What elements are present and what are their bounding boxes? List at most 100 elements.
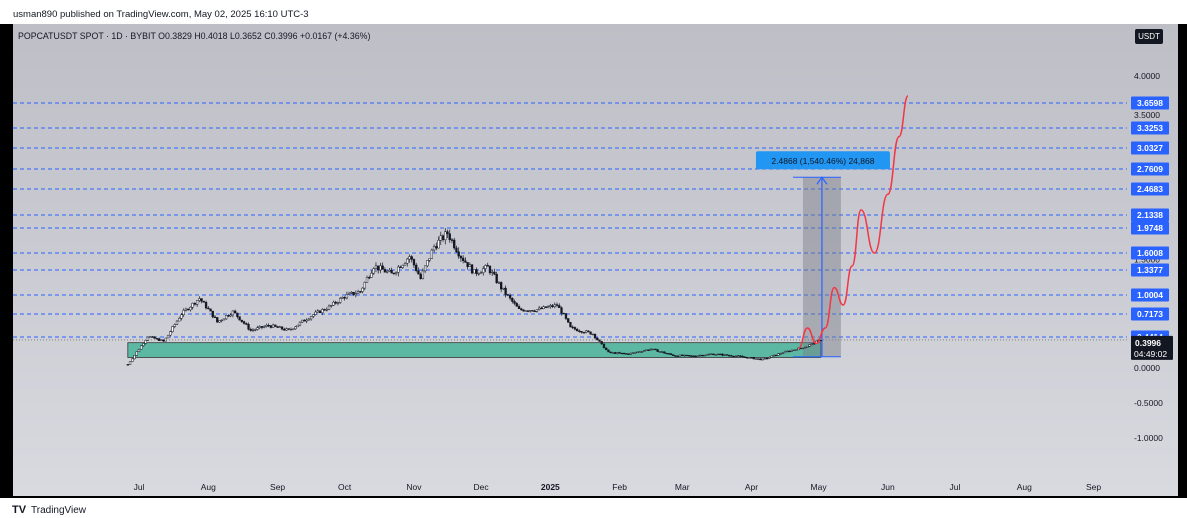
candle-body xyxy=(453,239,456,249)
candle-body xyxy=(142,343,145,346)
candle-body xyxy=(180,314,183,319)
candle-body xyxy=(473,269,476,274)
level-price-label: 3.3253 xyxy=(1137,123,1163,133)
candle-body xyxy=(128,361,132,365)
candle-body xyxy=(658,351,662,353)
candle-body xyxy=(656,349,659,352)
candle-body xyxy=(144,340,147,344)
candle-body xyxy=(258,326,261,328)
tradingview-brand[interactable]: TradingView xyxy=(31,505,87,516)
candle-body xyxy=(538,307,541,311)
candle-body xyxy=(660,351,664,353)
candle-body xyxy=(200,298,203,302)
candle-body xyxy=(578,330,581,332)
candle-body xyxy=(564,313,568,319)
candle-body xyxy=(663,351,666,354)
candle-body xyxy=(430,249,433,259)
candle-body xyxy=(761,358,764,361)
candle-body xyxy=(535,309,539,312)
candle-body xyxy=(605,347,608,351)
candle-body xyxy=(627,353,630,355)
candle-body xyxy=(714,354,717,356)
candle-body xyxy=(555,304,559,306)
candle-body xyxy=(131,358,134,362)
candle-body xyxy=(171,326,174,332)
candle-body xyxy=(622,352,626,355)
candle-body xyxy=(759,358,762,361)
candle-body xyxy=(464,260,467,263)
candle-body xyxy=(448,233,451,240)
measure-label: 2.4868 (1,540.46%) 24,868 xyxy=(771,156,874,166)
candle-body xyxy=(676,355,679,357)
level-price-tag xyxy=(1131,96,1169,110)
candle-body xyxy=(247,324,250,330)
candle-body xyxy=(296,324,299,328)
level-price-label: 3.0327 xyxy=(1137,143,1163,153)
candle-body xyxy=(135,351,138,356)
candle-body xyxy=(810,343,814,345)
candle-body xyxy=(596,337,599,341)
countdown-label: 04:49:02 xyxy=(1134,349,1167,359)
candle-body xyxy=(786,350,789,353)
level-price-tag xyxy=(1131,162,1169,176)
candle-body xyxy=(397,266,400,273)
candle-body xyxy=(347,292,351,295)
candle-body xyxy=(385,270,389,273)
candle-body xyxy=(343,297,346,299)
candle-body xyxy=(636,351,639,353)
candle-body xyxy=(562,312,565,315)
candle-body xyxy=(757,358,760,360)
candle-body xyxy=(285,328,288,331)
candle-body xyxy=(795,349,798,351)
candle-body xyxy=(363,282,366,289)
candle-body xyxy=(412,259,416,266)
x-tick-label: 2025 xyxy=(541,482,560,492)
candle-body xyxy=(502,287,505,290)
currency-badge[interactable]: USDT xyxy=(1135,29,1163,44)
candle-body xyxy=(298,321,302,326)
candle-body xyxy=(361,287,364,292)
candle-body xyxy=(218,320,221,323)
candle-body xyxy=(274,324,277,327)
candle-body xyxy=(491,271,494,274)
candle-body xyxy=(198,298,201,301)
candle-body xyxy=(162,339,165,342)
candle-body xyxy=(716,353,720,356)
tradingview-logo-icon[interactable]: TV xyxy=(12,504,27,516)
candle-body xyxy=(687,355,691,357)
y-tick-label: 0.0000 xyxy=(1134,363,1160,373)
candle-body xyxy=(766,357,769,360)
candle-body xyxy=(542,306,545,309)
candle-body xyxy=(703,354,706,357)
candle-body xyxy=(359,291,362,293)
candle-body xyxy=(225,315,228,320)
candle-body xyxy=(394,272,398,274)
candle-body xyxy=(292,328,295,330)
candle-body xyxy=(417,270,420,275)
candle-body xyxy=(309,316,313,320)
candle-body xyxy=(372,268,375,274)
candle-body xyxy=(620,352,624,355)
candle-body xyxy=(341,297,344,299)
level-price-tag xyxy=(1131,182,1169,196)
level-price-label: 2.1338 xyxy=(1137,210,1163,220)
candle-body xyxy=(256,327,259,330)
candle-body xyxy=(551,305,554,307)
level-price-label: 3.6598 xyxy=(1137,98,1163,108)
candle-body xyxy=(602,343,606,349)
price-chart[interactable]: 2.4868 (1,540.46%) 24,868 4.0000 3.5000 1.… xyxy=(13,24,1178,496)
candle-body xyxy=(631,352,635,354)
candle-body xyxy=(437,240,440,249)
chart-panel[interactable]: 2.4868 (1,540.46%) 24,868 4.0000 3.5000 1.… xyxy=(13,24,1178,496)
candle-body xyxy=(287,328,290,330)
level-price-label: 1.3377 xyxy=(1137,265,1163,275)
candle-body xyxy=(408,256,411,260)
candle-body xyxy=(788,350,791,353)
candle-body xyxy=(336,302,340,304)
x-tick-label: Sep xyxy=(270,482,285,492)
candle-body xyxy=(318,310,322,314)
candle-body xyxy=(690,355,693,357)
candle-body xyxy=(694,355,697,358)
candle-body xyxy=(216,317,219,323)
y-tick-label: 1.5000 xyxy=(1134,255,1160,265)
